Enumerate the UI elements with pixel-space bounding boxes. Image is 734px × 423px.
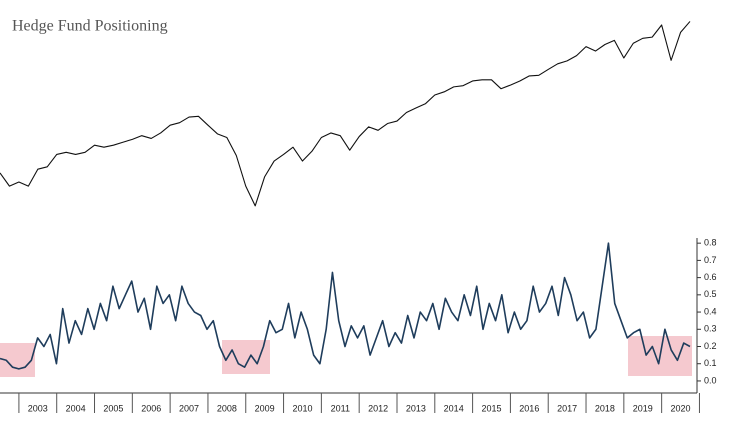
- x-tick-label: 2004: [66, 403, 86, 413]
- data-line: [0, 242, 691, 370]
- x-tick-label: 2012: [368, 403, 388, 413]
- data-line: [0, 21, 691, 207]
- x-tick-label: 2017: [557, 403, 577, 413]
- y-tick-label: 0.0: [704, 375, 717, 385]
- highlights: [0, 336, 692, 377]
- highlight-box: [222, 340, 270, 374]
- x-tick-label: 2019: [633, 403, 653, 413]
- y-tick-label: 0.8: [704, 238, 717, 248]
- y-tick-label: 0.7: [704, 255, 717, 265]
- x-tick-label: 2011: [331, 403, 350, 413]
- x-tick-label: 2009: [255, 403, 275, 413]
- y-tick-label: 0.1: [704, 358, 717, 368]
- chart-title: Hedge Fund Positioning: [12, 18, 168, 35]
- y-tick-label: 0.5: [704, 289, 717, 299]
- x-tick-label: 2006: [141, 403, 161, 413]
- x-tick-label: 2003: [28, 403, 48, 413]
- y-tick-label: 0.2: [704, 341, 717, 351]
- x-tick-label: 2014: [444, 403, 464, 413]
- x-tick-label: 2018: [595, 403, 615, 413]
- x-tick-label: 2015: [481, 403, 501, 413]
- y-tick-label: 0.6: [704, 272, 717, 282]
- y-tick-label: 0.4: [704, 306, 717, 316]
- x-tick-label: 2020: [671, 403, 691, 413]
- x-tick-label: 2016: [519, 403, 539, 413]
- x-tick-label: 2010: [292, 403, 312, 413]
- x-tick-label: 2013: [406, 403, 426, 413]
- y-tick-label: 0.3: [704, 324, 717, 334]
- x-tick-label: 2007: [179, 403, 199, 413]
- x-tick-label: 2005: [103, 403, 123, 413]
- x-tick-label: 2008: [217, 403, 237, 413]
